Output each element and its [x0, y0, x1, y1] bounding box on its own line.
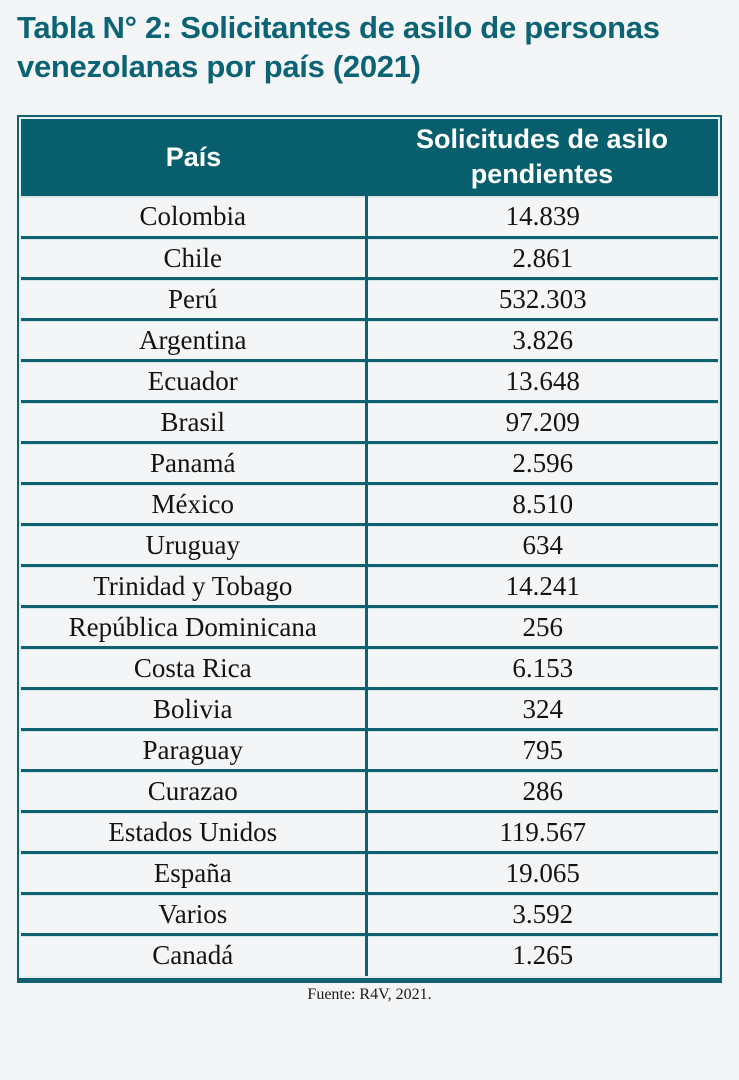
value-cell: 634 — [366, 523, 718, 566]
table-row: Chile 2.861 — [21, 236, 718, 279]
value-cell: 2.596 — [366, 441, 718, 484]
country-cell: Perú — [21, 277, 368, 320]
country-cell: República Dominicana — [21, 605, 368, 648]
country-cell: Costa Rica — [21, 646, 368, 689]
table-row: República Dominicana 256 — [21, 605, 718, 648]
country-cell: Trinidad y Tobago — [21, 564, 368, 607]
value-cell: 14.241 — [366, 564, 718, 607]
value-cell: 3.826 — [366, 318, 718, 361]
value-cell: 3.592 — [366, 892, 718, 935]
country-cell: Colombia — [21, 196, 368, 238]
table-row: México 8.510 — [21, 482, 718, 525]
value-cell: 6.153 — [366, 646, 718, 689]
table-row: Ecuador 13.648 — [21, 359, 718, 402]
table-row: España 19.065 — [21, 851, 718, 894]
country-cell: España — [21, 851, 368, 894]
table-row: Panamá 2.596 — [21, 441, 718, 484]
country-cell: Canadá — [21, 933, 368, 976]
value-cell: 286 — [366, 769, 718, 812]
table-row: Colombia 14.839 — [21, 196, 718, 238]
table-header: País Solicitudes de asilo pendientes — [21, 118, 718, 198]
source-note: Fuente: R4V, 2021. — [307, 985, 432, 1003]
country-cell: Varios — [21, 892, 368, 935]
country-cell: Ecuador — [21, 359, 368, 402]
value-cell: 2.861 — [366, 236, 718, 279]
country-cell: México — [21, 482, 368, 525]
table-row: Uruguay 634 — [21, 523, 718, 566]
value-cell: 1.265 — [366, 933, 718, 976]
value-cell: 119.567 — [366, 810, 718, 853]
value-cell: 19.065 — [366, 851, 718, 894]
country-cell: Panamá — [21, 441, 368, 484]
country-cell: Chile — [21, 236, 368, 279]
value-cell: 97.209 — [366, 400, 718, 443]
table-row: Perú 532.303 — [21, 277, 718, 320]
country-cell: Paraguay — [21, 728, 368, 771]
table-row: Estados Unidos 119.567 — [21, 810, 718, 853]
table-row: Canadá 1.265 — [21, 933, 718, 976]
table-row: Varios 3.592 — [21, 892, 718, 935]
value-cell: 13.648 — [366, 359, 718, 402]
value-cell: 532.303 — [366, 277, 718, 320]
country-cell: Curazao — [21, 769, 368, 812]
table-row: Costa Rica 6.153 — [21, 646, 718, 689]
value-cell: 324 — [366, 687, 718, 730]
value-cell: 8.510 — [366, 482, 718, 525]
country-cell: Bolivia — [21, 687, 368, 730]
country-cell: Estados Unidos — [21, 810, 368, 853]
header-row: País Solicitudes de asilo pendientes — [21, 118, 718, 198]
col-header-solicitudes: Solicitudes de asilo pendientes — [366, 118, 718, 198]
table-row: Argentina 3.826 — [21, 318, 718, 361]
table-row: Brasil 97.209 — [21, 400, 718, 443]
value-cell: 795 — [366, 728, 718, 771]
value-cell: 256 — [366, 605, 718, 648]
col-header-pais: País — [21, 118, 366, 198]
table-row: Bolivia 324 — [21, 687, 718, 730]
table-title: Tabla N° 2: Solicitantes de asilo de per… — [17, 10, 660, 85]
country-cell: Brasil — [21, 400, 368, 443]
country-cell: Uruguay — [21, 523, 368, 566]
table-body: Colombia 14.839 Chile 2.861 Perú 532.303 Argen… — [21, 196, 718, 976]
table-row: Curazao 286 — [21, 769, 718, 812]
asylum-table: País Solicitudes de asilo pendientes Col… — [21, 118, 718, 976]
country-cell: Argentina — [21, 318, 368, 361]
table-row: Paraguay 795 — [21, 728, 718, 771]
table-frame: País Solicitudes de asilo pendientes Col… — [17, 114, 722, 983]
value-cell: 14.839 — [366, 196, 718, 238]
table-row: Trinidad y Tobago 14.241 — [21, 564, 718, 607]
